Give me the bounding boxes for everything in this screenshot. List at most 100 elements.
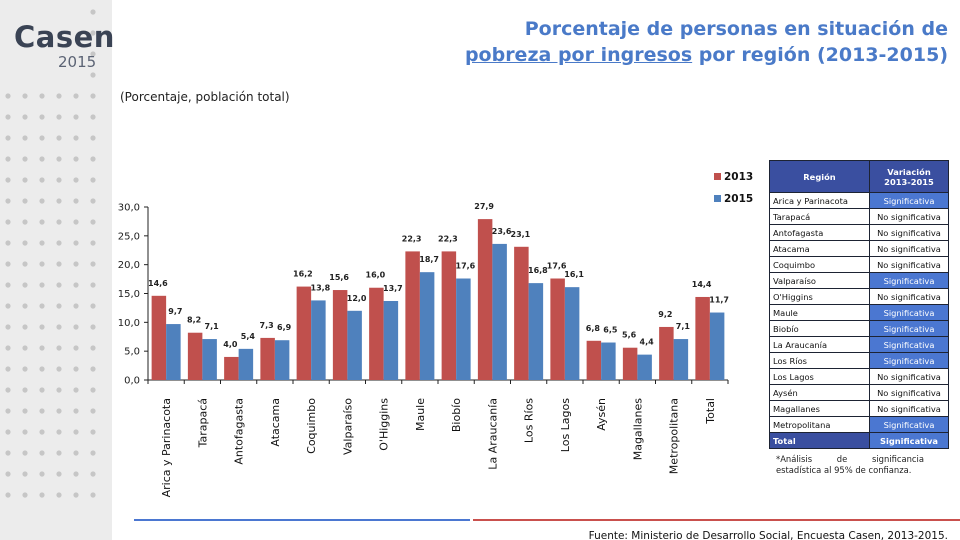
bar-2015 <box>601 342 616 380</box>
region-cell: Metropolitana <box>769 416 870 433</box>
decor-dot <box>56 282 62 288</box>
region-cell: Total <box>769 432 870 449</box>
decor-dot <box>39 261 45 267</box>
bar-value-label: 22,3 <box>438 234 458 243</box>
bar-chart: 0,0 5,0 10,0 15,0 20,0 25,0 30,0 14,6 9,7 Arica y… <box>118 171 754 497</box>
decor-dot <box>5 177 11 183</box>
bar-2013 <box>369 287 384 380</box>
decor-dot <box>39 324 45 330</box>
decor-dot <box>90 135 96 141</box>
decor-dot <box>56 345 62 351</box>
table-row: La Araucanía Significativa <box>769 336 949 353</box>
bar-2013 <box>296 286 312 380</box>
decor-dot <box>5 261 11 267</box>
sidebar-panel: Casen 2015 <box>0 0 115 540</box>
bar-value-label: 16,0 <box>366 271 386 280</box>
decor-dot <box>90 303 96 309</box>
decor-dot <box>22 198 28 204</box>
decor-dot <box>56 261 62 267</box>
variation-cell: Significativa <box>869 272 949 289</box>
bar-value-label: 22,3 <box>402 234 422 243</box>
bar-value-label: 18,7 <box>419 255 439 264</box>
decor-dot <box>5 156 11 162</box>
decor-dot <box>22 282 28 288</box>
bar-value-label: 17,6 <box>547 262 567 271</box>
variation-cell: Significativa <box>869 352 949 369</box>
decor-dot <box>56 93 62 99</box>
variation-cell: No significativa <box>869 256 949 273</box>
decor-dot <box>73 408 79 414</box>
decor-dot <box>90 156 96 162</box>
decor-dot <box>56 240 62 246</box>
title-line-1: Porcentaje de personas en situación de <box>524 18 948 40</box>
decor-dot <box>39 303 45 309</box>
region-cell: Arica y Parinacota <box>769 192 870 209</box>
y-tick-label: 0,0 <box>124 376 140 387</box>
table-row: Coquimbo No significativa <box>769 256 949 273</box>
bar-value-label: 9,7 <box>168 307 182 316</box>
footer-rule-red <box>473 519 960 521</box>
decor-dot <box>39 387 45 393</box>
legend-label-2015: 2015 <box>724 193 753 205</box>
decor-dot <box>56 408 62 414</box>
bar-2015 <box>238 348 254 380</box>
decor-dot <box>90 219 96 225</box>
legend-swatch-2015 <box>714 195 721 202</box>
decor-dot <box>56 219 62 225</box>
logo-name: Casen <box>14 20 115 54</box>
bar-2015 <box>709 312 725 380</box>
decor-dot <box>56 303 62 309</box>
bar-value-label: 9,2 <box>658 310 672 319</box>
decor-dot <box>73 282 79 288</box>
decor-dot <box>90 345 96 351</box>
decor-dot <box>90 93 96 99</box>
bar-value-label: 5,4 <box>241 332 256 341</box>
decor-dot <box>5 93 11 99</box>
table-row: Total Significativa <box>769 432 949 449</box>
variation-cell: Significativa <box>869 304 949 321</box>
decor-dot <box>90 9 96 15</box>
x-category-label: La Araucanía <box>486 398 499 470</box>
bar-value-label: 27,9 <box>474 202 494 211</box>
decor-dot <box>39 198 45 204</box>
source-note: Fuente: Ministerio de Desarrollo Social,… <box>588 530 948 540</box>
y-tick-label: 15,0 <box>118 289 140 300</box>
variation-cell: No significativa <box>869 400 949 417</box>
variation-cell: No significativa <box>869 240 949 257</box>
x-category-label: Tarapacá <box>196 398 209 448</box>
y-tick-label: 30,0 <box>118 203 140 214</box>
decor-dot <box>56 198 62 204</box>
variation-cell: No significativa <box>869 224 949 241</box>
decor-dot <box>56 135 62 141</box>
x-category-label: Maule <box>414 398 427 431</box>
title-suffix: por región (2013-2015) <box>698 44 948 66</box>
decor-dot <box>73 156 79 162</box>
x-category-label: Los Lagos <box>559 398 572 452</box>
x-category-label: O'Higgins <box>378 398 391 451</box>
variation-cell: No significativa <box>869 384 949 401</box>
decor-dot <box>73 345 79 351</box>
variation-cell: Significativa <box>869 192 949 209</box>
decor-dot <box>56 366 62 372</box>
bar-2013 <box>187 332 203 380</box>
bar-value-label: 13,8 <box>311 283 331 292</box>
x-category-label: Aysén <box>595 398 608 431</box>
dot-pattern <box>5 9 96 498</box>
decor-dot <box>5 366 11 372</box>
decor-dot <box>90 72 96 78</box>
bar-value-label: 5,6 <box>622 331 637 340</box>
decor-dot <box>5 324 11 330</box>
bar-value-label: 7,3 <box>260 321 274 330</box>
decor-dot <box>90 387 96 393</box>
decor-dot <box>5 492 11 498</box>
decor-dot <box>5 114 11 120</box>
decor-dot <box>90 366 96 372</box>
footer-rule-blue <box>134 519 470 521</box>
logo-year: 2015 <box>58 53 97 71</box>
table-row: Antofagasta No significativa <box>769 224 949 241</box>
bar-value-label: 13,7 <box>383 284 403 293</box>
bar-value-label: 8,2 <box>187 316 201 325</box>
bar-2015 <box>419 272 435 380</box>
decor-dot <box>5 471 11 477</box>
x-category-label: Valparaíso <box>341 398 354 455</box>
